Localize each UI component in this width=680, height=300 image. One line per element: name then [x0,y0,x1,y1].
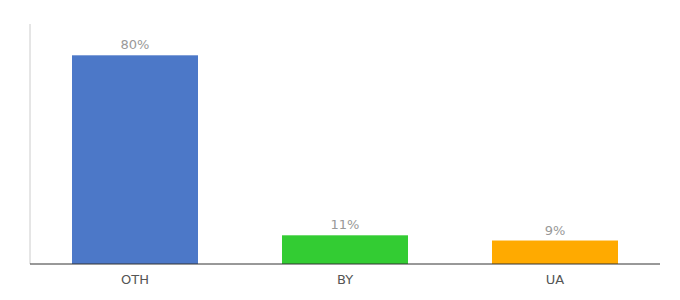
x-tick-label: UA [546,272,565,287]
y-axis-line [30,24,31,264]
chart-container: OTH BY UA 80% 11% 9% [0,0,680,300]
data-label: 11% [331,217,360,232]
bars [72,55,618,264]
data-label: 80% [121,37,150,52]
chart: OTH BY UA 80% 11% 9% [0,0,680,300]
x-tick-label: BY [337,272,353,287]
x-tick-label: OTH [121,272,149,287]
bar [282,235,408,264]
bar [72,55,198,264]
x-axis-line [30,264,660,265]
data-label: 9% [545,223,566,238]
bar [492,241,618,264]
